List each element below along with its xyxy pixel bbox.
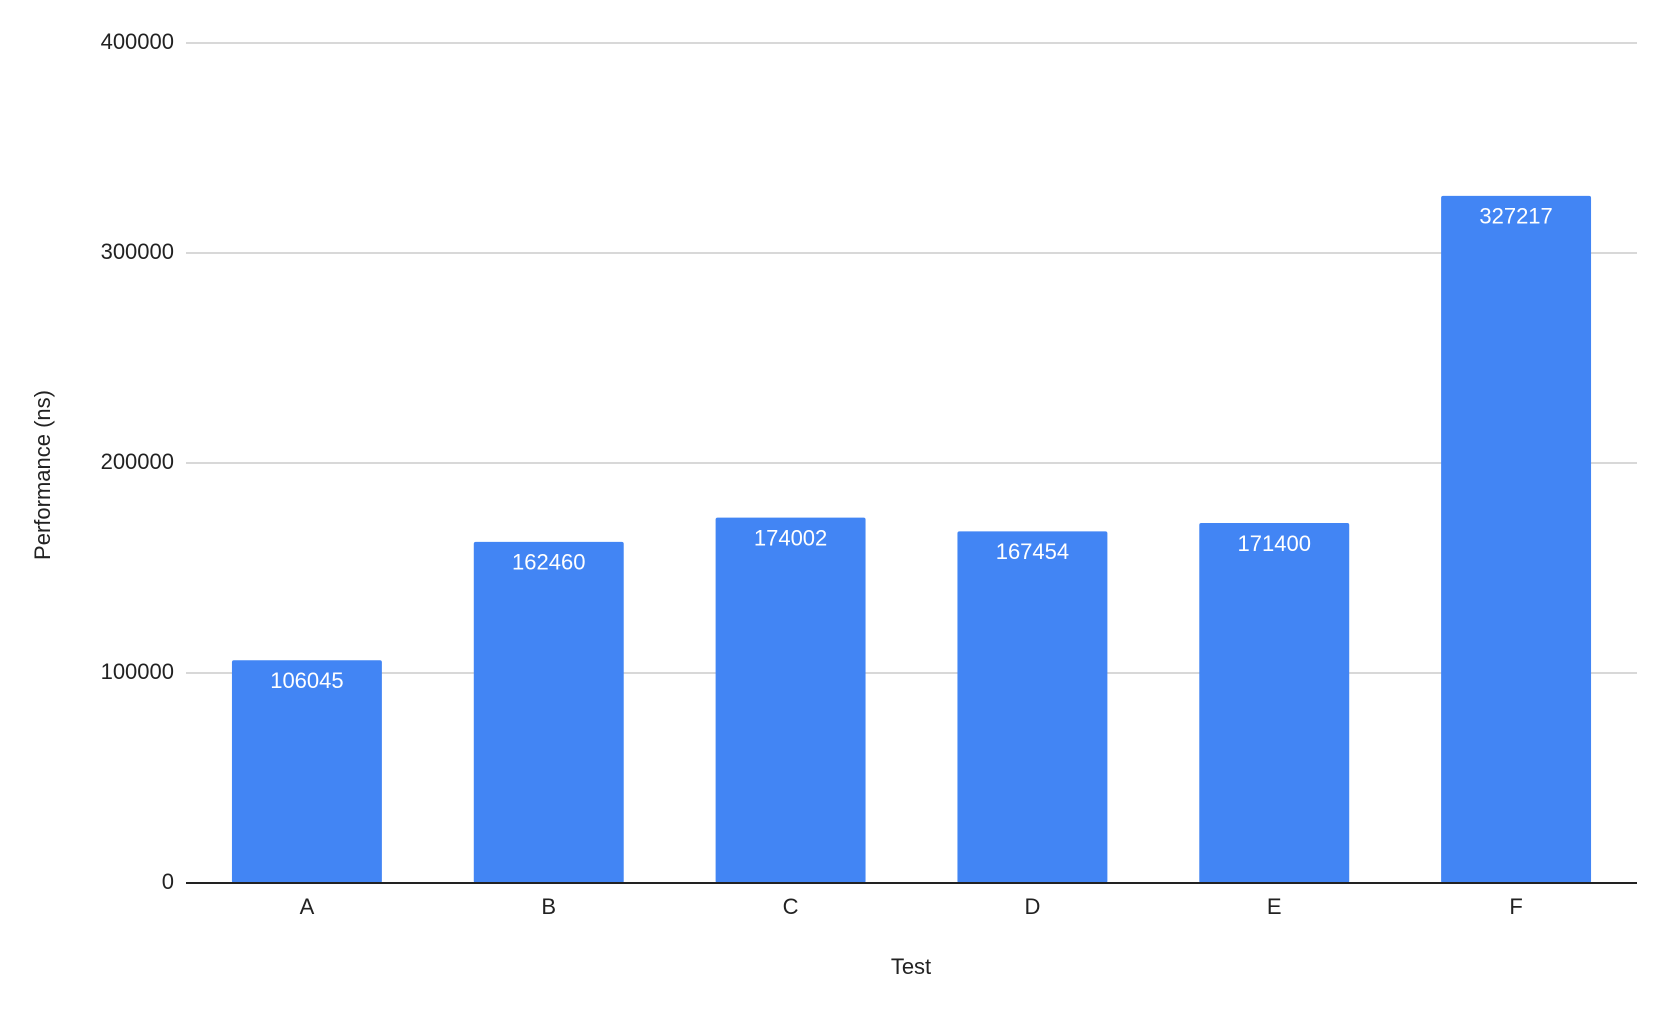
x-tick-label: C	[783, 894, 799, 919]
bar	[1441, 195, 1592, 883]
y-tick-label: 400000	[101, 29, 174, 54]
y-tick-label: 200000	[101, 449, 174, 474]
bar	[715, 517, 866, 883]
x-tick-label: D	[1024, 894, 1040, 919]
x-tick-label: A	[300, 894, 315, 919]
y-tick-label: 0	[162, 869, 174, 894]
x-axis-title: Test	[891, 954, 931, 979]
data-label: 327217	[1479, 204, 1552, 229]
bar	[1199, 523, 1350, 883]
data-label: 167454	[996, 539, 1069, 564]
y-axis-title: Performance (ns)	[30, 390, 55, 560]
x-tick-label: E	[1267, 894, 1282, 919]
bar	[231, 660, 382, 883]
data-label: 106045	[270, 668, 343, 693]
y-tick-label: 100000	[101, 659, 174, 684]
data-label: 171400	[1238, 531, 1311, 556]
data-label: 174002	[754, 525, 827, 550]
y-tick-label: 300000	[101, 239, 174, 264]
x-tick-label: B	[541, 894, 556, 919]
bar	[957, 531, 1108, 883]
bar	[473, 541, 624, 883]
data-label: 162460	[512, 550, 585, 575]
x-tick-label: F	[1509, 894, 1522, 919]
